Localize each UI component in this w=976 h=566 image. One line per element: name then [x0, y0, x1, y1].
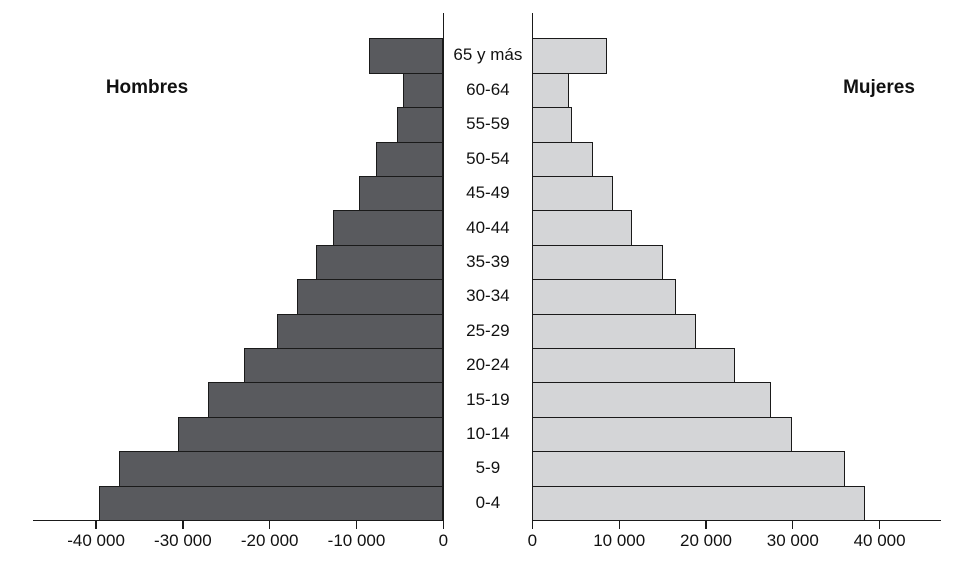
- bar-hombres-30-34: [296, 279, 444, 315]
- bar-mujeres-35-39: [532, 244, 664, 281]
- bar-hombres-35-39: [315, 244, 444, 281]
- x-tick-label-left-1: -30 000: [154, 531, 212, 550]
- bar-mujeres-15-19: [532, 382, 772, 419]
- x-tick-label-left-0: -40 000: [67, 531, 125, 550]
- age-label-65 y más: 65 y más: [453, 45, 523, 65]
- bar-mujeres-50-54: [532, 141, 594, 178]
- age-label-5-9: 5-9: [475, 458, 501, 478]
- x-axis-right: [531, 520, 941, 522]
- x-tick-left-0: [95, 520, 97, 529]
- age-label-20-24: 20-24: [466, 355, 510, 375]
- x-tick-left-4: [442, 520, 444, 529]
- bar-hombres-15-19: [208, 382, 444, 419]
- bar-hombres-20-24: [243, 348, 444, 384]
- female-side-label: Mujeres: [843, 77, 915, 98]
- age-label-35-39: 35-39: [466, 251, 510, 271]
- female-zero-baseline: [531, 13, 534, 522]
- age-label-10-14: 10-14: [466, 424, 510, 443]
- x-tick-label-right-1: 10 000: [593, 531, 646, 550]
- bar-mujeres-30-34: [532, 279, 676, 315]
- x-tick-right-4: [878, 520, 881, 529]
- bar-hombres-40-44: [333, 210, 444, 247]
- x-tick-label-right-0: 0: [527, 531, 538, 550]
- male-zero-baseline: [442, 13, 444, 522]
- bar-mujeres-60-64: [532, 72, 569, 109]
- x-axis-left: [33, 520, 444, 522]
- bar-mujeres-40-44: [532, 210, 633, 247]
- age-label-55-59: 55-59: [466, 114, 510, 134]
- x-tick-right-0: [531, 520, 534, 529]
- male-side-label: Hombres: [105, 77, 189, 98]
- bar-hombres-65 y más: [368, 38, 444, 74]
- bar-hombres-25-29: [276, 313, 444, 350]
- x-tick-right-3: [792, 520, 794, 529]
- x-tick-right-1: [618, 520, 620, 529]
- bar-mujeres-25-29: [532, 313, 697, 350]
- x-tick-label-right-3: 30 000: [766, 531, 819, 550]
- age-label-30-34: 30-34: [466, 286, 510, 306]
- age-label-45-49: 45-49: [466, 183, 510, 203]
- age-label-50-54: 50-54: [466, 148, 510, 168]
- age-label-0-4: 0-4: [475, 492, 501, 512]
- age-label-40-44: 40-44: [466, 217, 510, 237]
- age-label-25-29: 25-29: [466, 320, 510, 340]
- bar-mujeres-5-9: [532, 451, 845, 487]
- x-tick-left-3: [355, 520, 358, 529]
- x-tick-right-2: [705, 520, 707, 529]
- x-tick-left-2: [269, 520, 271, 529]
- x-tick-label-left-3: -10 000: [327, 531, 386, 550]
- bar-hombres-10-14: [177, 416, 444, 453]
- age-label-15-19: 15-19: [466, 389, 510, 409]
- x-tick-label-right-2: 20 000: [680, 531, 732, 550]
- x-tick-label-right-4: 40 000: [853, 531, 906, 550]
- x-tick-left-1: [182, 520, 184, 529]
- bar-mujeres-10-14: [532, 416, 792, 453]
- bar-hombres-60-64: [403, 72, 444, 109]
- age-label-60-64: 60-64: [466, 79, 510, 99]
- bar-mujeres-20-24: [532, 348, 735, 384]
- bar-hombres-0-4: [98, 485, 444, 522]
- bar-hombres-45-49: [359, 175, 444, 212]
- bar-hombres-5-9: [118, 451, 444, 487]
- bar-hombres-50-54: [375, 141, 444, 178]
- bar-mujeres-55-59: [532, 107, 573, 143]
- bar-hombres-55-59: [397, 107, 444, 143]
- bar-mujeres-0-4: [532, 485, 865, 522]
- bar-mujeres-65 y más: [532, 38, 607, 74]
- bar-mujeres-45-49: [532, 175, 614, 212]
- x-tick-label-left-4: 0: [438, 531, 449, 550]
- x-tick-label-left-2: -20 000: [240, 531, 299, 550]
